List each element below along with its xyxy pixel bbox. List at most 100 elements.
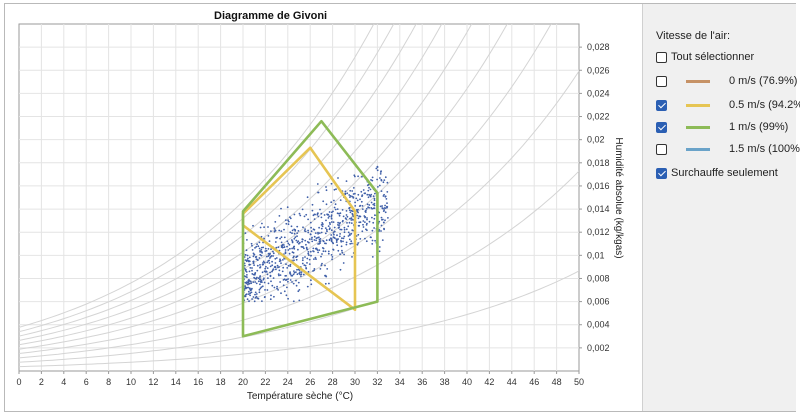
speed-1-5-box[interactable] [656,144,667,155]
rh-curve [19,270,579,368]
data-point [268,240,271,243]
data-point [298,299,301,302]
air-speed-label: Vitesse de l'air: [656,30,731,42]
overheat-only-box[interactable] [656,168,667,179]
data-point [339,233,341,235]
data-point [353,174,356,177]
data-point [332,221,335,224]
data-point [304,239,307,242]
data-point [312,228,315,231]
data-point [274,221,277,223]
x-tick-label: 12 [148,377,158,387]
data-point [317,191,319,194]
data-point [247,286,250,289]
data-point [295,239,298,242]
data-point [313,269,315,272]
data-point [245,260,248,262]
data-point [289,271,291,273]
data-point [342,237,345,240]
speed-0-5-label: 0.5 m/s (94.2%) [729,99,800,111]
data-point [346,222,348,224]
data-point [345,228,348,231]
data-point [284,249,287,251]
y-tick-label: 0,02 [587,135,605,145]
overheat-only-checkbox[interactable]: Surchauffe seulement [656,167,791,183]
data-point [317,215,320,218]
data-point [310,230,313,233]
data-point [338,235,341,238]
data-point [245,249,248,252]
data-point [307,251,310,253]
data-point [283,290,286,293]
data-point [298,272,301,275]
data-point [301,208,304,211]
data-point [264,296,266,298]
y-tick-label: 0,014 [587,204,610,214]
data-point [291,240,294,243]
data-point [328,239,331,242]
data-point [374,192,376,195]
speed-1-5-checkbox[interactable]: 1.5 m/s (100%) [656,143,800,159]
data-point [327,252,330,255]
speed-1-checkbox[interactable]: 1 m/s (99%) [656,121,791,137]
data-point [259,287,262,290]
data-point [271,269,274,272]
data-point [343,228,346,231]
data-point [258,241,261,244]
speed-0-box[interactable] [656,76,667,87]
speed-1-box[interactable] [656,122,667,133]
speed-0-swatch [686,80,710,83]
data-point [333,206,336,209]
data-point [318,238,321,241]
data-point [378,246,381,248]
data-point [293,271,296,274]
data-point [342,262,345,264]
speed-0-5-checkbox[interactable]: 0.5 m/s (94.2%) [656,99,800,115]
data-point [383,207,386,209]
data-point [299,214,302,217]
data-point [289,217,292,220]
data-point [313,235,316,238]
data-point [356,210,359,213]
data-point [369,188,372,191]
data-point [340,239,342,242]
x-tick-label: 20 [238,377,248,387]
data-point [297,290,300,293]
data-point [321,225,324,228]
data-point [254,293,256,296]
data-point [338,224,340,227]
data-point [342,240,344,243]
data-point [329,227,331,230]
data-point [370,179,372,181]
select-all-box[interactable] [656,52,667,63]
data-point [373,217,376,220]
data-point [363,192,366,195]
data-point [276,236,278,239]
rh-curve [19,24,508,350]
data-point [336,212,339,215]
speed-0-label: 0 m/s (76.9%) [729,75,798,87]
speed-0-checkbox[interactable]: 0 m/s (76.9%) [656,75,797,91]
data-point [336,234,338,237]
y-tick-label: 0,012 [587,227,610,237]
data-point [333,188,336,191]
data-point [295,279,297,282]
data-point [274,229,277,232]
data-point [382,181,385,184]
data-point [249,294,252,297]
data-point [337,227,340,229]
data-point [315,258,317,260]
data-point [246,254,249,257]
data-point [265,271,268,273]
rh-curve [19,24,417,337]
data-point [320,264,323,267]
data-point [311,236,313,239]
data-point [254,296,257,299]
speed-0-5-box[interactable] [656,100,667,111]
data-point [282,284,285,287]
data-point [370,201,373,204]
x-axis-label: Température sèche (°C) [247,391,353,402]
select-all-checkbox[interactable]: Tout sélectionner [656,51,786,67]
data-point [260,286,263,288]
overheat-only-label: Surchauffe seulement [671,167,778,179]
